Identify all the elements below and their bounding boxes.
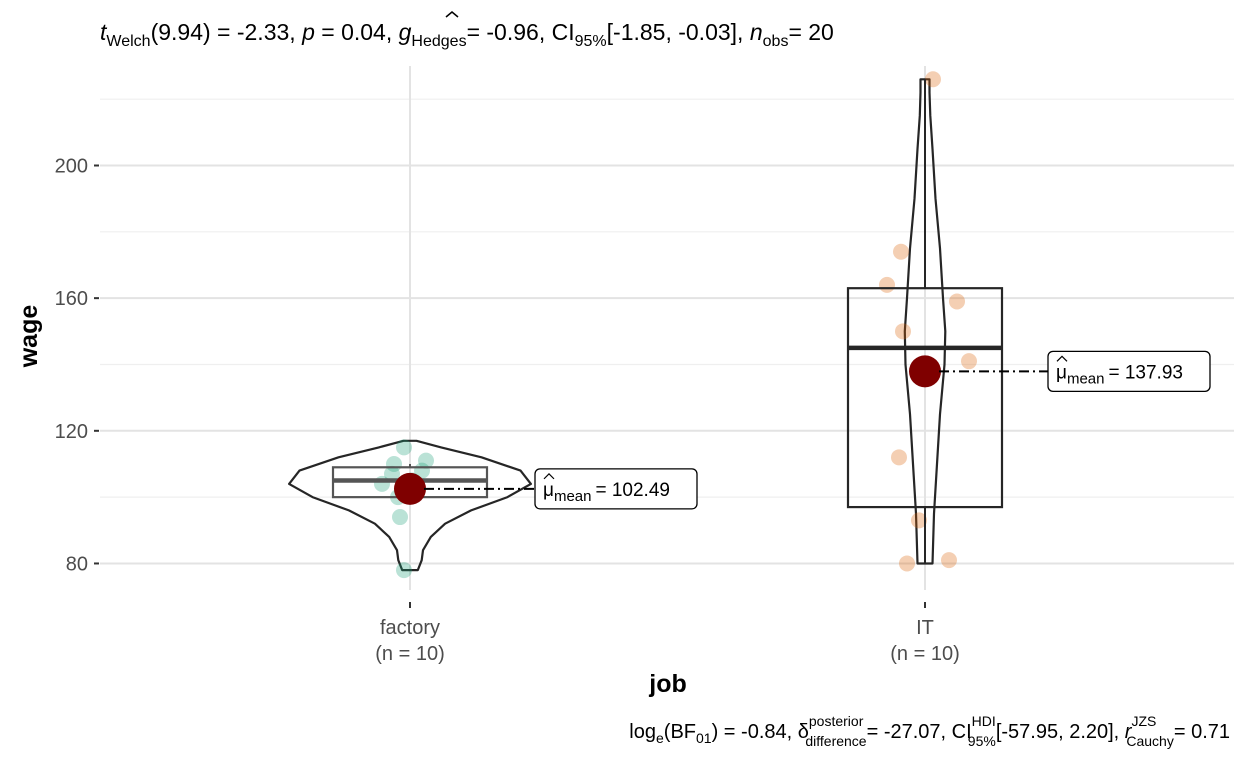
y-tick-label: 160 — [55, 288, 88, 310]
mean-label-mu: μ — [543, 480, 554, 501]
data-point — [899, 555, 915, 572]
data-point — [374, 475, 390, 492]
chart-caption: loge(BF01) = -0.84, δposterior difference… — [629, 713, 1230, 749]
y-tick-label: 200 — [55, 155, 88, 177]
data-point — [879, 276, 895, 293]
y-tick-label: 80 — [66, 553, 88, 575]
x-axis-title: job — [648, 670, 687, 698]
y-axis: 80 120 160 200 — [55, 155, 99, 575]
box-iqr — [846, 287, 1004, 509]
data-point — [396, 439, 412, 456]
mean-label-sub: mean — [554, 488, 592, 505]
data-point — [941, 552, 957, 569]
x-category-label: factory — [380, 617, 440, 639]
data-point — [392, 509, 408, 526]
data-point — [384, 465, 400, 482]
x-category-n-label: (n = 10) — [375, 643, 444, 665]
chart-subtitle: tWelch(9.94) = -2.33, p = 0.04, gHedges=… — [100, 19, 834, 50]
data-point — [895, 323, 911, 340]
violin-outline — [903, 78, 947, 565]
data-point — [911, 512, 927, 529]
hat-accent — [445, 11, 459, 18]
mean-label-value: = 102.49 — [595, 480, 670, 501]
mean-label-box — [1047, 350, 1211, 392]
mean-label-value: = 137.93 — [1108, 362, 1183, 383]
data-point — [949, 293, 965, 310]
mean-label-sub: mean — [1067, 370, 1105, 387]
mean-point — [394, 472, 426, 505]
violin-outline — [288, 439, 532, 572]
mean-label-hat — [1056, 355, 1068, 362]
mean-label-text: μmean = 102.49 — [543, 480, 670, 505]
x-axis: factory (n = 10) IT (n = 10) — [375, 602, 960, 665]
data-point — [418, 452, 434, 469]
y-axis-title: wage — [15, 305, 43, 369]
x-category-n-label: (n = 10) — [890, 643, 959, 665]
mean-label-text: μmean = 137.93 — [1056, 362, 1183, 387]
mean-label-mu: μ — [1056, 362, 1067, 383]
data-point — [891, 449, 907, 466]
data-point — [961, 353, 977, 370]
data-point — [925, 71, 941, 88]
mean-point — [909, 355, 941, 388]
data-point — [396, 562, 412, 579]
y-tick-label: 120 — [55, 421, 88, 443]
mean-label-box — [534, 468, 698, 510]
data-point — [893, 243, 909, 260]
x-category-label: IT — [916, 617, 934, 639]
mean-label-hat — [543, 473, 555, 480]
grid — [100, 66, 1234, 590]
